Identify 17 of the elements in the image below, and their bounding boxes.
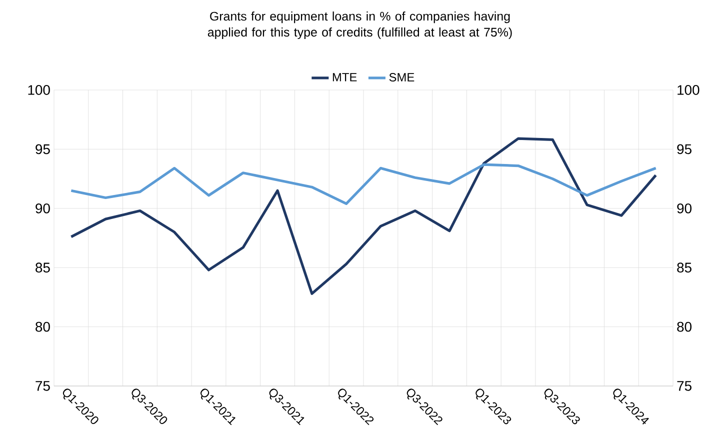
chart-title: Grants for equipment loans in % of companies having applied for this type of credits (fulfilled at least at 75%) — [208, 12, 512, 40]
y-tick-label: 90 — [36, 203, 50, 214]
line-series — [70, 163, 658, 205]
y-tick-label: 100 — [28, 85, 50, 95]
y2-tick-label: 100 — [678, 85, 700, 95]
line-series — [70, 137, 658, 295]
y2-tick-label: 85 — [677, 262, 692, 273]
y-tick-label: 75 — [36, 381, 50, 391]
y2-tick-label: 90 — [677, 203, 692, 214]
legend-label: SME — [389, 73, 414, 82]
y-tick-label: 80 — [36, 322, 50, 332]
y-tick-label: 95 — [36, 144, 50, 154]
y-tick-label: 85 — [36, 262, 50, 273]
y2-tick-label: 80 — [677, 322, 692, 332]
y2-tick-label: 95 — [677, 144, 692, 154]
legend-label: MTE — [332, 73, 357, 82]
y2-tick-label: 75 — [677, 381, 692, 391]
